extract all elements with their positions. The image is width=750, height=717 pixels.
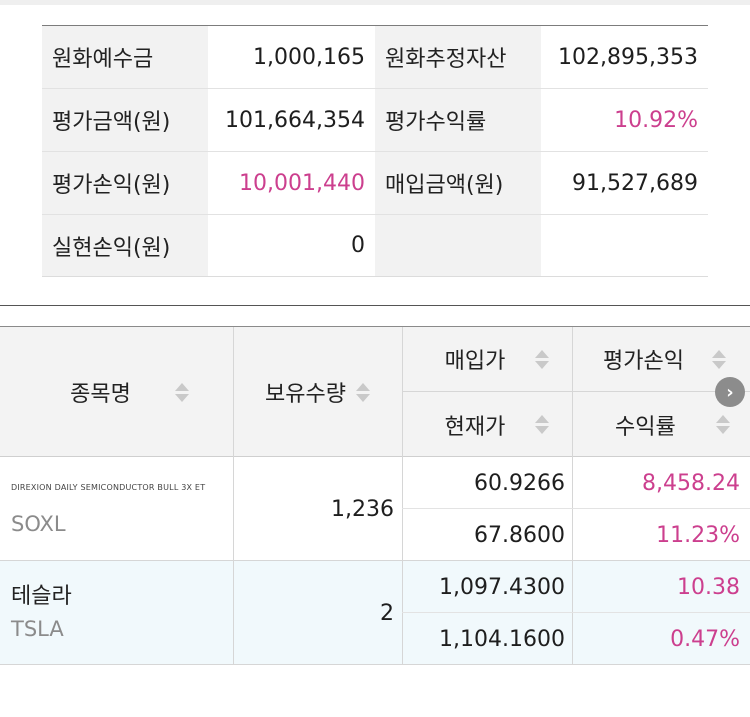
sort-arrows-icon[interactable] [715, 415, 730, 434]
sort-arrows-icon[interactable] [535, 349, 550, 369]
stock-name: 테슬라 [11, 584, 72, 609]
stock-return-rate: 11.23% [656, 522, 740, 548]
header-divider [572, 327, 573, 457]
table-row[interactable]: DIREXION DAILY SEMICONDUCTOR BULL 3X ET … [0, 457, 750, 561]
top-band [0, 0, 750, 5]
stock-ticker: TSLA [11, 617, 64, 641]
summary-row: 실현손익(원) 0 [42, 215, 708, 277]
stock-current-price: 1,104.1600 [439, 626, 565, 652]
row-divider [402, 508, 750, 509]
stock-return-rate: 0.47% [670, 626, 740, 652]
header-eval-pnl-label: 평가손익 [603, 349, 684, 374]
stock-quantity: 1,236 [331, 496, 394, 522]
header-eval-pnl[interactable]: 평가손익 [573, 327, 750, 391]
row-divider [572, 561, 573, 665]
row-divider [233, 457, 234, 561]
sort-arrows-icon[interactable] [355, 382, 370, 402]
label-eval-pnl: 평가손익(원) [42, 152, 208, 214]
header-buy-price[interactable]: 매입가 [402, 327, 572, 391]
value-eval-pnl: 10,001,440 [208, 152, 375, 214]
holdings-header: 종목명 보유수량 매입가 현재가 평가손익 수익률 [0, 327, 750, 457]
stock-current-price: 67.8600 [474, 522, 565, 548]
stock-eval-pnl: 8,458.24 [642, 470, 740, 496]
label-eval-return-rate: 평가수익률 [375, 89, 541, 151]
value-realized-pnl: 0 [208, 215, 375, 276]
value-empty [541, 215, 708, 276]
header-divider [402, 391, 750, 392]
stock-ticker: SOXL [11, 512, 66, 536]
stock-buy-price: 60.9266 [474, 470, 565, 496]
table-row[interactable]: 테슬라 TSLA 2 1,097.4300 1,104.1600 10.38 0… [0, 561, 750, 665]
header-current-price-label: 현재가 [444, 414, 506, 440]
header-return-rate-label: 수익률 [615, 414, 676, 440]
account-summary-table: 원화예수금 1,000,165 원화추정자산 102,895,353 평가금액(… [42, 25, 708, 277]
sort-arrows-icon[interactable] [711, 349, 726, 369]
value-krw-estimated-assets: 102,895,353 [541, 26, 708, 88]
row-divider [402, 561, 403, 665]
summary-row: 평가금액(원) 101,664,354 평가수익률 10.92% [42, 89, 708, 152]
summary-row: 평가손익(원) 10,001,440 매입금액(원) 91,527,689 [42, 152, 708, 215]
section-divider [0, 305, 750, 306]
row-divider [402, 612, 750, 613]
label-empty [375, 215, 541, 276]
header-stock-name[interactable]: 종목명 [0, 327, 233, 457]
label-purchase-amount: 매입금액(원) [375, 152, 541, 214]
header-divider [402, 327, 403, 457]
header-return-rate[interactable]: 수익률 [573, 392, 750, 457]
value-eval-amount: 101,664,354 [208, 89, 375, 151]
header-divider [233, 327, 234, 457]
holdings-table: 종목명 보유수량 매입가 현재가 평가손익 수익률 DIREXION DAI [0, 326, 750, 665]
sort-arrows-icon[interactable] [535, 415, 550, 434]
value-eval-return-rate: 10.92% [541, 89, 708, 151]
value-krw-deposit: 1,000,165 [208, 26, 375, 88]
row-divider [572, 457, 573, 561]
header-buy-price-label: 매입가 [444, 349, 506, 374]
value-purchase-amount: 91,527,689 [541, 152, 708, 214]
sort-arrows-icon[interactable] [174, 382, 189, 402]
header-stock-name-label: 종목명 [70, 382, 131, 407]
header-current-price[interactable]: 현재가 [402, 392, 572, 457]
label-krw-estimated-assets: 원화추정자산 [375, 26, 541, 88]
chevron-right-icon[interactable]: › [715, 377, 745, 407]
header-quantity-label: 보유수량 [265, 382, 346, 407]
label-realized-pnl: 실현손익(원) [42, 215, 208, 276]
summary-row: 원화예수금 1,000,165 원화추정자산 102,895,353 [42, 26, 708, 89]
stock-quantity: 2 [380, 600, 394, 626]
label-eval-amount: 평가금액(원) [42, 89, 208, 151]
header-quantity[interactable]: 보유수량 [233, 327, 402, 457]
stock-buy-price: 1,097.4300 [439, 574, 565, 600]
row-divider [402, 457, 403, 561]
stock-eval-pnl: 10.38 [677, 574, 740, 600]
stock-full-name: DIREXION DAILY SEMICONDUCTOR BULL 3X ET [11, 483, 206, 492]
row-divider [233, 561, 234, 665]
label-krw-deposit: 원화예수금 [42, 26, 208, 88]
